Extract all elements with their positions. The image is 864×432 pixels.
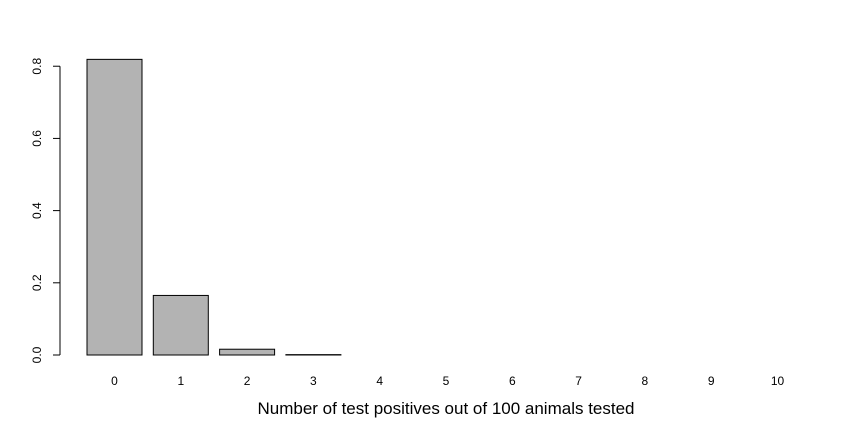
y-tick-label: 0.8 [30, 58, 44, 75]
bar-2 [219, 348, 276, 356]
x-tick-labels: 0 1 2 3 4 5 6 7 8 9 10 [111, 374, 784, 388]
x-tick-label: 10 [771, 374, 785, 388]
bar-1 [152, 294, 209, 356]
y-tick-label: 0.6 [30, 130, 44, 147]
x-tick-label: 6 [509, 374, 516, 388]
x-tick-label: 7 [575, 374, 582, 388]
x-tick-label: 3 [310, 374, 317, 388]
x-tick-label: 2 [244, 374, 251, 388]
x-tick-label: 9 [708, 374, 715, 388]
x-tick-label: 4 [376, 374, 383, 388]
x-tick-label: 1 [177, 374, 184, 388]
y-tick-label: 0.2 [30, 274, 44, 291]
y-tick-label: 0.4 [30, 202, 44, 219]
x-tick-label: 5 [443, 374, 450, 388]
bars [86, 58, 342, 356]
bar-0 [86, 58, 143, 356]
y-tick-label: 0.0 [30, 346, 44, 363]
x-axis-title: Number of test positives out of 100 anim… [257, 399, 634, 418]
x-tick-label: 0 [111, 374, 118, 388]
y-axis: 0.0 0.2 0.4 0.6 0.8 [30, 58, 61, 363]
x-tick-label: 8 [642, 374, 649, 388]
